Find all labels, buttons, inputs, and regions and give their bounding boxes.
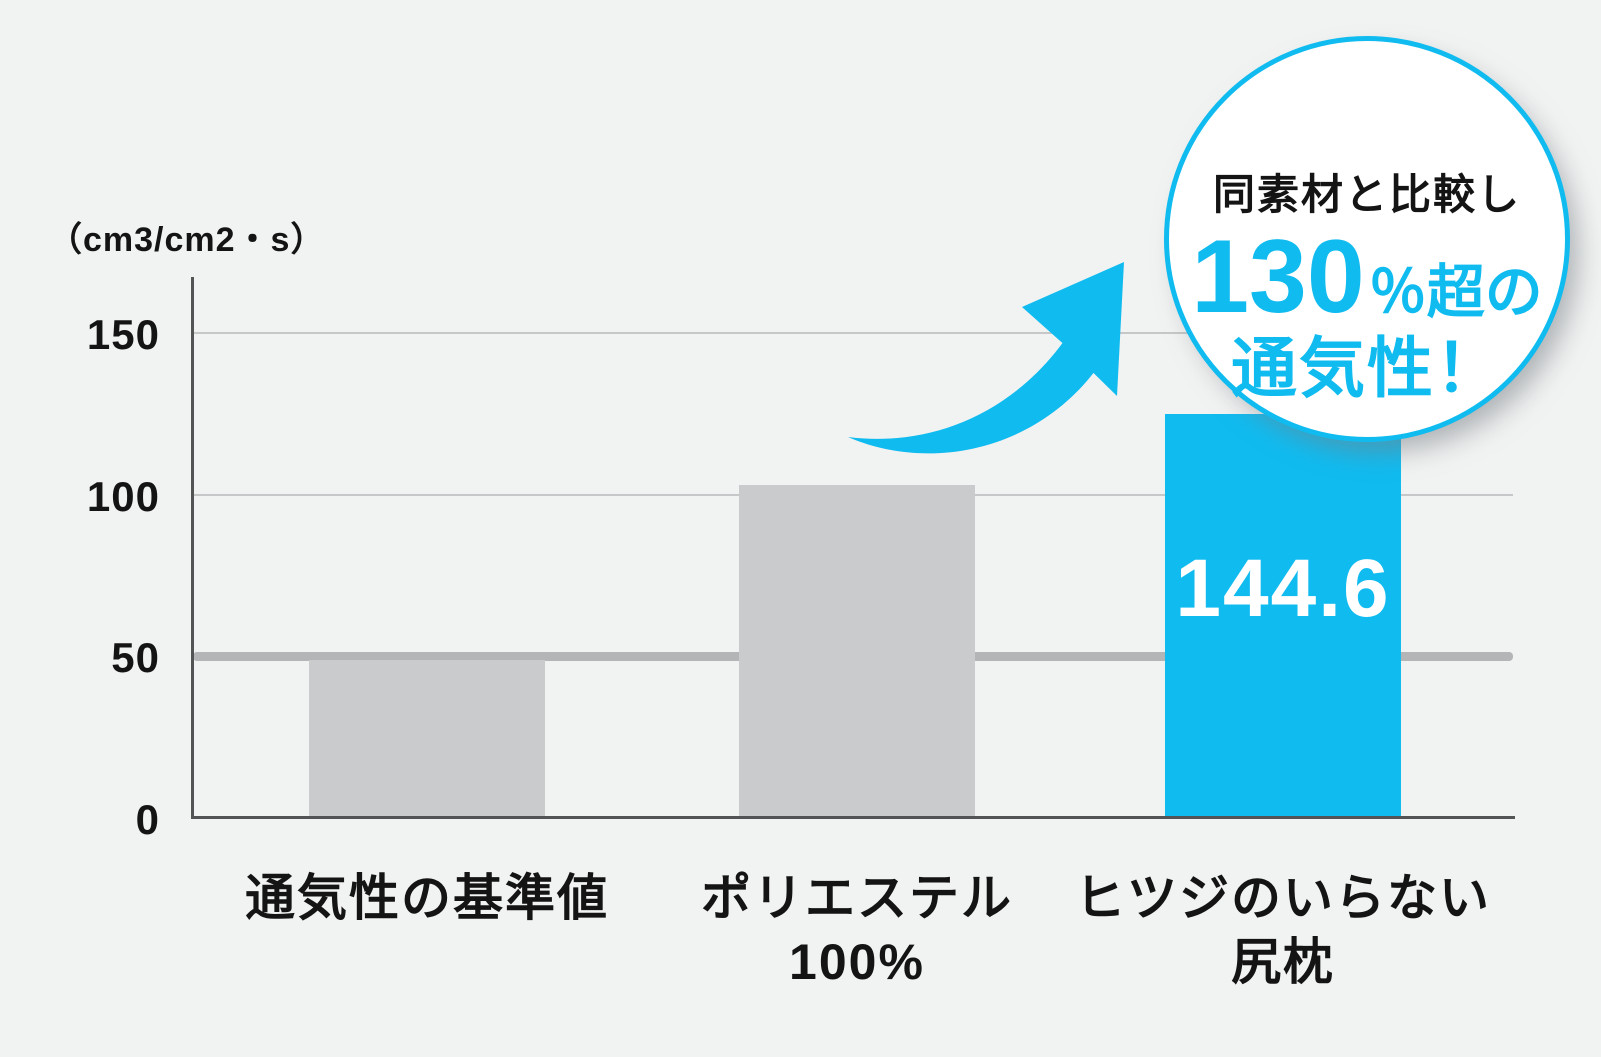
category-label-line2: 100% [789,934,925,990]
bar-product-shirimakura: 144.6 [1165,413,1401,817]
comparison-badge: 同素材と比較し 130 ％超の 通気性！ [1164,36,1570,442]
y-tick-50: 50 [111,634,160,682]
gridline-150 [193,332,1513,334]
x-axis-line [191,816,1515,819]
badge-percent-suffix: ％超の [1368,260,1543,325]
category-label-polyester: ポリエステル 100% [577,866,1137,994]
y-tick-0: 0 [135,796,160,843]
category-label-line1: ポリエステル [701,870,1013,926]
y-tick-100: 100 [86,472,160,520]
bar-value-label: 144.6 [1175,542,1391,634]
category-label-standard: 通気性の基準値 [147,866,707,930]
badge-highlight-line: 130 ％超の [1191,219,1543,335]
y-tick-150: 150 [86,311,160,358]
category-label-line1: 通気性の基準値 [245,870,609,926]
badge-line1: 同素材と比較し [1212,171,1521,218]
bar-standard-value [309,659,545,817]
category-label-line1: ヒツジのいらない [1075,870,1491,926]
category-label-line2: 尻枕 [1231,934,1335,990]
bar-polyester-100 [739,484,975,817]
y-axis-line [191,277,194,819]
badge-line3: 通気性！ [1231,331,1503,405]
y-axis-unit-label: （cm3/cm2・s） [48,221,326,259]
category-label-product: ヒツジのいらない 尻枕 [1003,866,1563,994]
badge-percent-number: 130 [1191,219,1365,335]
